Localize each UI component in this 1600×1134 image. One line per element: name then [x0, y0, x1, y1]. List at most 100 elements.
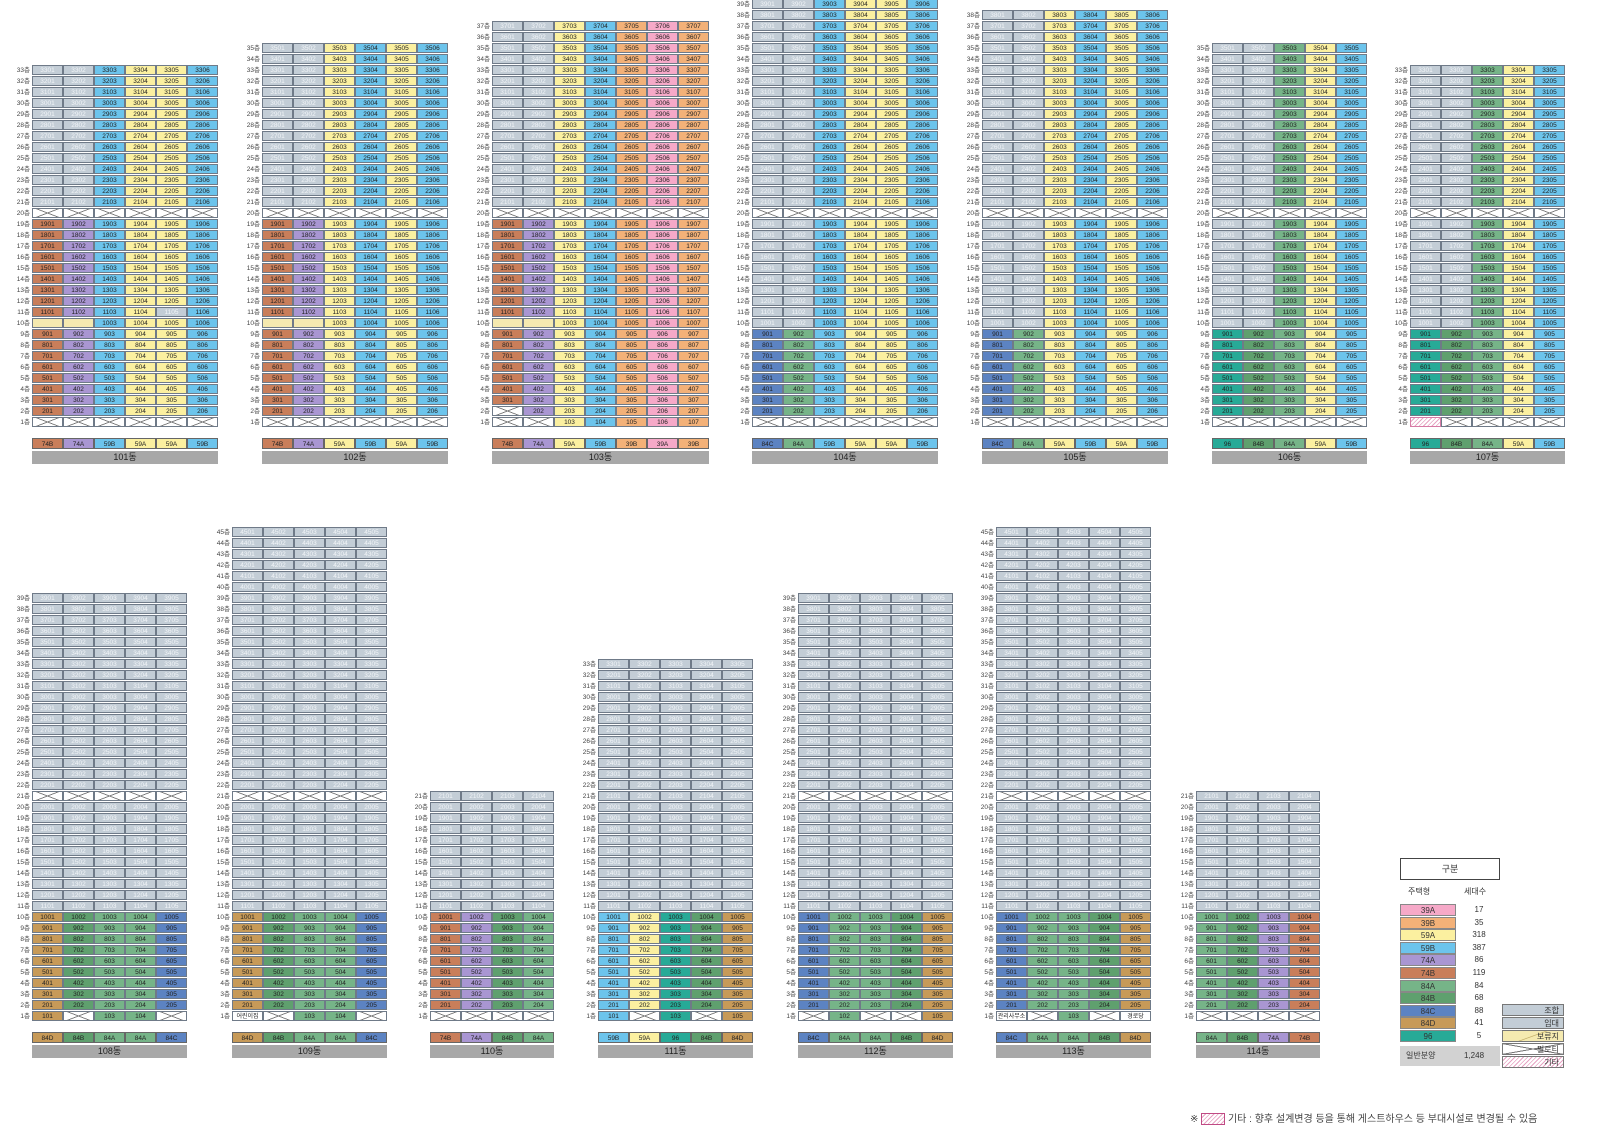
- unit-cell: 904: [1503, 329, 1534, 339]
- unit-cell: 301: [232, 989, 263, 999]
- unit-cell: 1503: [94, 857, 125, 867]
- unit-cell: 2301: [32, 769, 63, 779]
- unit-cell: 2903: [1058, 703, 1089, 713]
- unit-cell: 2001: [32, 802, 63, 812]
- floor-label: 7층: [480, 353, 490, 360]
- unit-cell: 2704: [845, 131, 876, 141]
- unit-cell: 804: [1289, 934, 1320, 944]
- unit-cell: 1406: [907, 274, 938, 284]
- unit-cell: [187, 208, 218, 218]
- unit-cell: 2404: [585, 164, 616, 174]
- legend-row: 59A 318: [1400, 929, 1500, 942]
- unit-cell: 2701: [598, 725, 629, 735]
- unit-cell: 2903: [1274, 109, 1305, 119]
- unit-cell: 2205: [156, 186, 187, 196]
- unit-cell: 2802: [63, 120, 94, 130]
- unit-cell: 2802: [629, 714, 660, 724]
- unit-cell: 1201: [32, 296, 63, 306]
- unit-cell: 1904: [355, 219, 386, 229]
- unit-cell: 903: [1044, 329, 1075, 339]
- unit-cell: 403: [814, 384, 845, 394]
- unit-cell: 2402: [1243, 164, 1274, 174]
- unit-cell: 1801: [598, 824, 629, 834]
- unit-cell: 2503: [1058, 747, 1089, 757]
- unit-cell: 701: [1196, 945, 1227, 955]
- floor-label: 14층: [216, 870, 230, 877]
- unit-cell: 1804: [125, 824, 156, 834]
- unit-cell: 2201: [996, 780, 1027, 790]
- floor-label: 37층: [16, 617, 30, 624]
- unit-cell: 2203: [1058, 780, 1089, 790]
- unit-cell: 1801: [232, 824, 263, 834]
- kind-legend-item: 필로티: [1502, 1043, 1564, 1055]
- unit-cell: 1403: [1472, 274, 1503, 284]
- unit-cell: 2902: [63, 109, 94, 119]
- unit-cell: 2102: [1441, 197, 1472, 207]
- floor-label: 20층: [1180, 804, 1194, 811]
- unit-cell: [492, 1011, 523, 1021]
- unit-cell: 3002: [523, 98, 554, 108]
- floor-label: 22층: [476, 188, 490, 195]
- unit-cell: 504: [1289, 967, 1320, 977]
- floor-label: 1층: [220, 1013, 230, 1020]
- unit-cell: 3002: [829, 692, 860, 702]
- unit-cell: 3902: [829, 593, 860, 603]
- unit-cell: 203: [814, 406, 845, 416]
- legend-count: 17: [1474, 905, 1484, 914]
- unit-cell: 2303: [94, 175, 125, 185]
- unit-cell: 805: [1106, 340, 1137, 350]
- floor-label: 1층: [418, 1013, 428, 1020]
- unit-cell: 402: [1013, 384, 1044, 394]
- unit-cell: 3805: [1106, 10, 1137, 20]
- unit-cell: 4302: [1027, 549, 1058, 559]
- unit-cell: 702: [629, 945, 660, 955]
- unit-cell: 1206: [1137, 296, 1168, 306]
- unit-cell: 3403: [324, 54, 355, 64]
- unit-cell: 3402: [829, 648, 860, 658]
- unit-cell: 3001: [32, 98, 63, 108]
- unit-cell: 1605: [616, 252, 647, 262]
- unit-cell: 305: [876, 395, 907, 405]
- unit-cell: 704: [891, 945, 922, 955]
- floor-label: 15층: [246, 265, 260, 272]
- unit-cell: 2504: [891, 747, 922, 757]
- unit-cell: 701: [232, 945, 263, 955]
- unit-cell: 1404: [1289, 868, 1320, 878]
- floor-label: 9층: [220, 925, 230, 932]
- unit-cell: 3801: [798, 604, 829, 614]
- floor-label: 26층: [1394, 144, 1408, 151]
- unit-cell: 2402: [523, 164, 554, 174]
- unit-cell: 3505: [1106, 43, 1137, 53]
- floor-label: 7층: [1398, 353, 1408, 360]
- floor-label: 15층: [782, 859, 796, 866]
- unit-cell: [325, 791, 356, 801]
- unit-cell: 1705: [876, 241, 907, 251]
- floor-label: 21층: [476, 199, 490, 206]
- unit-cell: 3605: [1120, 626, 1151, 636]
- unit-cell: 601: [798, 956, 829, 966]
- unit-cell: 2602: [63, 736, 94, 746]
- unit-cell: 3303: [1044, 65, 1075, 75]
- floor-label: 25층: [476, 155, 490, 162]
- unit-cell: 2303: [1472, 175, 1503, 185]
- unit-cell: 3703: [294, 615, 325, 625]
- unit-cell: 3601: [752, 32, 783, 42]
- unit-cell: 504: [125, 373, 156, 383]
- unit-cell: 1704: [1289, 835, 1320, 845]
- unit-cell: 2803: [1274, 120, 1305, 130]
- unit-cell: 1203: [1472, 296, 1503, 306]
- unit-cell: 2704: [355, 131, 386, 141]
- unit-cell: 2606: [907, 142, 938, 152]
- unit-cell: 401: [996, 978, 1027, 988]
- unit-cell: 1603: [324, 252, 355, 262]
- floor-label: 12층: [414, 892, 428, 899]
- unit-cell: 3902: [783, 0, 814, 9]
- floor-label: 27층: [246, 133, 260, 140]
- floor-label: 31층: [476, 89, 490, 96]
- legend-type-swatch: 59A: [1400, 929, 1456, 942]
- unit-cell: 2306: [187, 175, 218, 185]
- unit-cell: 1905: [922, 813, 953, 823]
- unit-cell: 2803: [94, 714, 125, 724]
- unit-cell: 602: [629, 956, 660, 966]
- unit-cell: 3303: [554, 65, 585, 75]
